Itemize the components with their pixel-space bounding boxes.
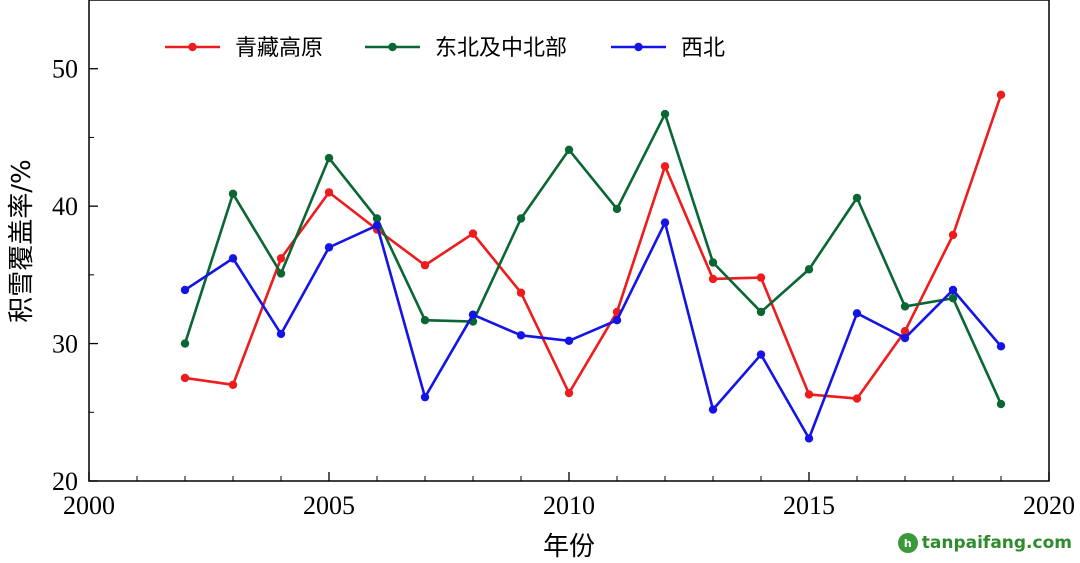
y-tick-label: 20 — [52, 467, 78, 496]
data-point — [180, 339, 190, 348]
plot-frame — [88, 0, 1050, 482]
data-point — [180, 285, 190, 295]
data-point — [372, 214, 382, 223]
data-point — [660, 218, 670, 227]
data-point — [180, 373, 190, 383]
data-point — [708, 258, 718, 267]
data-point — [948, 285, 958, 295]
data-point — [996, 399, 1006, 409]
data-point — [708, 405, 718, 414]
data-point — [516, 214, 526, 223]
data-point — [564, 145, 574, 154]
data-point — [228, 380, 238, 389]
x-tick-label: 2000 — [63, 491, 115, 520]
legend-label: 青藏高原 — [235, 36, 323, 61]
data-point — [804, 265, 814, 274]
data-point — [996, 342, 1006, 351]
data-point — [420, 392, 430, 402]
data-point — [900, 302, 910, 311]
series-line — [184, 94, 1003, 400]
data-point — [756, 307, 766, 317]
x-tick-label: 2010 — [543, 491, 595, 520]
data-point — [468, 310, 478, 319]
watermark: h tanpaifang.com — [897, 533, 1072, 553]
series-group — [180, 109, 1006, 409]
data-point — [324, 153, 334, 163]
data-point — [756, 273, 766, 282]
y-tick-label: 50 — [52, 55, 78, 84]
legend: 青藏高原 东北及中北部 西北 — [165, 36, 725, 61]
watermark-text: tanpaifang.com — [921, 533, 1072, 553]
data-point — [324, 188, 334, 197]
data-point — [564, 336, 574, 346]
data-point — [852, 193, 862, 203]
data-point — [420, 316, 430, 325]
data-point — [324, 243, 334, 252]
data-point — [516, 331, 526, 340]
legend-label: 东北及中北部 — [435, 36, 567, 61]
y-axis-title: 积雪覆盖率/% — [7, 159, 37, 322]
legend-marker — [634, 42, 643, 52]
data-point — [804, 390, 814, 399]
data-point — [228, 189, 238, 198]
watermark-logo: h — [897, 533, 918, 553]
y-tick-label: 40 — [52, 192, 78, 221]
data-point — [900, 327, 910, 336]
legend-marker — [388, 42, 397, 52]
series-group — [180, 218, 1006, 443]
data-point — [276, 269, 286, 278]
data-point — [612, 204, 622, 214]
data-point — [708, 274, 718, 284]
y-tick-label: 30 — [52, 330, 78, 359]
x-tick-label: 2020 — [1023, 491, 1075, 520]
data-point — [228, 254, 238, 263]
series-line — [184, 221, 1002, 440]
data-point — [660, 109, 670, 119]
data-point — [948, 230, 958, 240]
legend-label: 西北 — [681, 36, 725, 61]
data-point — [804, 434, 814, 443]
data-point — [276, 254, 286, 263]
x-axis-title: 年份 — [543, 532, 595, 562]
series-group — [180, 90, 1006, 403]
data-point — [468, 229, 478, 238]
legend-marker — [188, 42, 197, 52]
data-point — [852, 394, 862, 403]
data-point — [948, 294, 958, 303]
data-point — [516, 288, 526, 297]
data-point — [996, 90, 1006, 100]
data-point — [372, 221, 382, 230]
x-tick-label: 2015 — [783, 491, 835, 520]
data-point — [420, 261, 430, 270]
x-tick-label: 2005 — [303, 491, 355, 520]
data-point — [612, 316, 622, 325]
data-point — [276, 329, 286, 339]
series-line — [183, 112, 1003, 405]
data-point — [756, 350, 766, 359]
data-point — [852, 309, 862, 318]
series-layer — [180, 90, 1006, 443]
data-point — [660, 162, 670, 171]
data-point — [564, 388, 574, 398]
data-point — [900, 333, 910, 343]
